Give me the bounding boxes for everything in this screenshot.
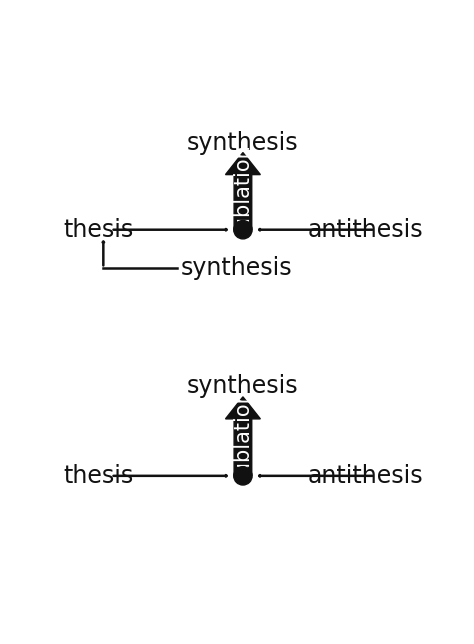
Text: synthesis: synthesis xyxy=(187,374,299,398)
Text: sublation: sublation xyxy=(233,388,253,484)
Text: antithesis: antithesis xyxy=(307,464,423,488)
Text: sublation: sublation xyxy=(233,143,253,239)
Circle shape xyxy=(234,220,252,239)
Text: thesis: thesis xyxy=(63,218,133,242)
Text: synthesis: synthesis xyxy=(181,256,292,280)
FancyArrow shape xyxy=(226,397,260,476)
Text: thesis: thesis xyxy=(63,464,133,488)
Circle shape xyxy=(234,467,252,485)
Text: synthesis: synthesis xyxy=(187,131,299,155)
Text: antithesis: antithesis xyxy=(307,218,423,242)
FancyArrow shape xyxy=(226,153,260,230)
